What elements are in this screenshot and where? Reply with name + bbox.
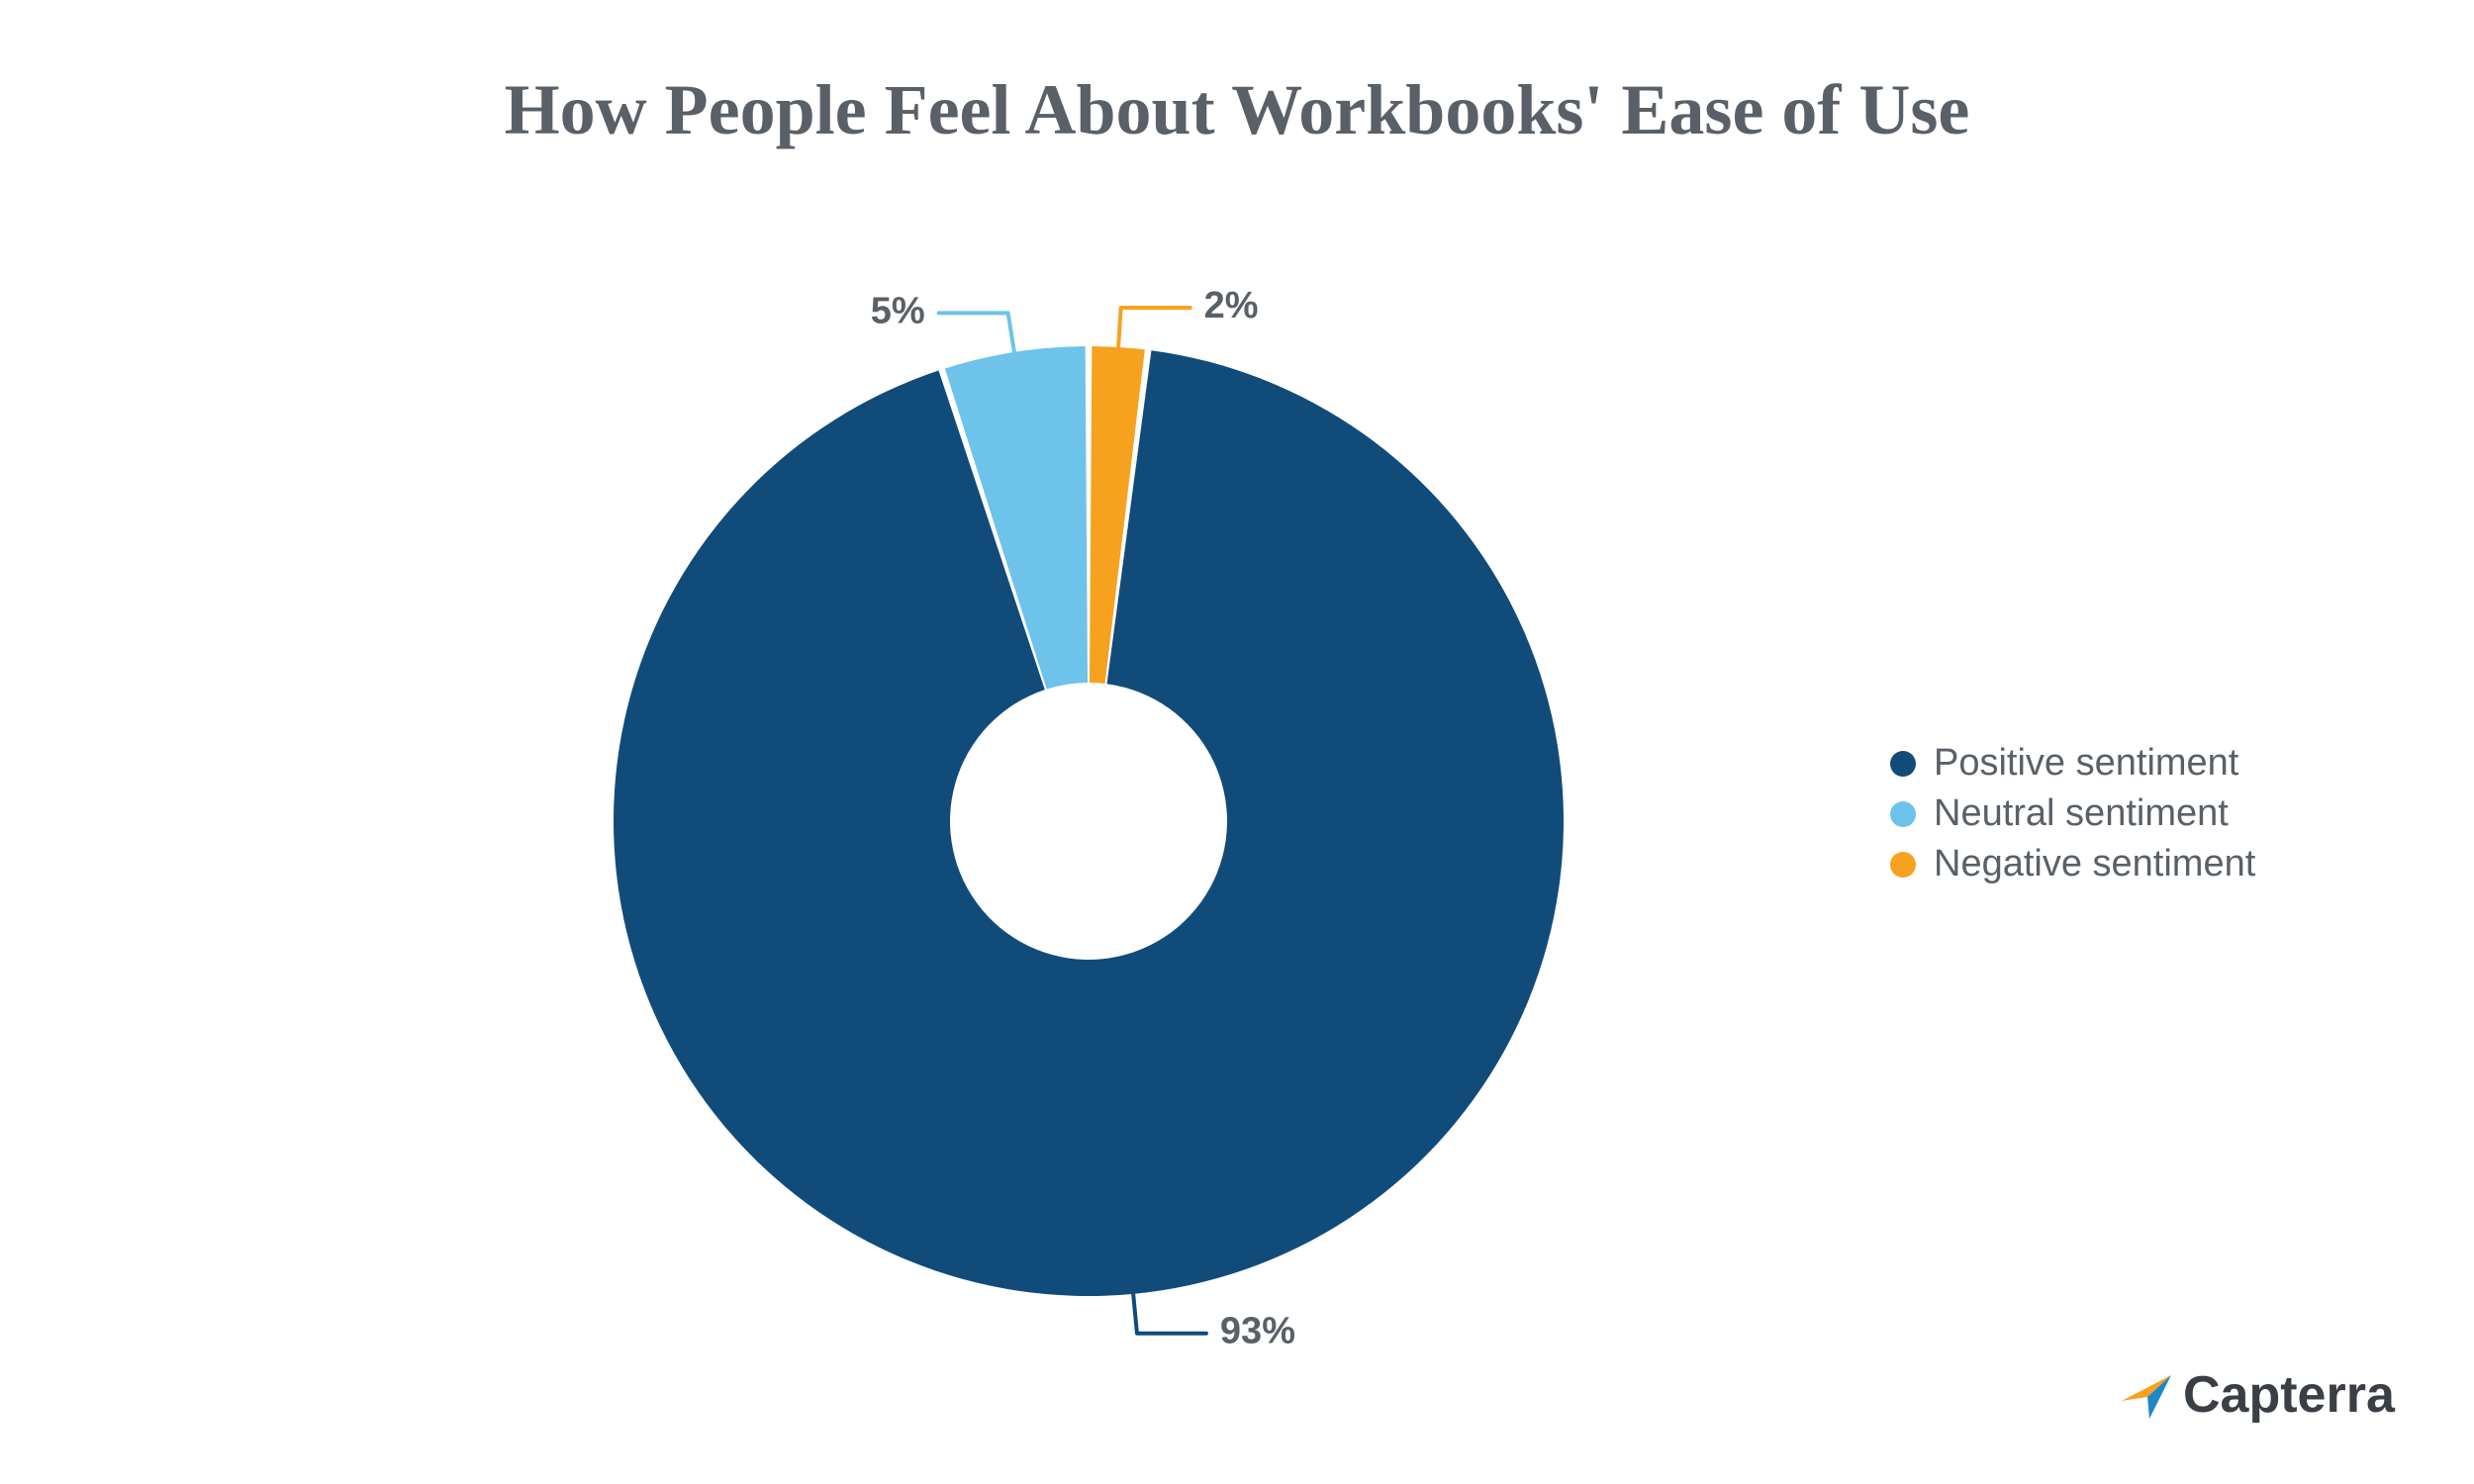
slice-positive <box>614 350 1564 1296</box>
legend-item: Neutral sentiment <box>1890 792 2255 835</box>
legend-item: Negative sentiment <box>1890 843 2255 885</box>
slice-label-neutral: 5% <box>871 290 925 331</box>
legend-swatch <box>1890 801 1916 827</box>
legend-item: Positive sentiment <box>1890 742 2255 785</box>
legend-label: Positive sentiment <box>1934 742 2238 785</box>
slice-label-positive: 93% <box>1220 1311 1295 1352</box>
leader-negative <box>1118 308 1190 347</box>
legend: Positive sentiment Neutral sentiment Negat… <box>1890 742 2255 893</box>
capterra-wordmark: Capterra <box>2183 1365 2395 1425</box>
legend-swatch <box>1890 852 1916 878</box>
legend-label: Negative sentiment <box>1934 843 2255 885</box>
donut-chart: 2% 93% 5% <box>396 129 1781 1484</box>
legend-label: Neutral sentiment <box>1934 792 2229 835</box>
slice-label-negative: 2% <box>1204 285 1259 326</box>
capterra-logo: Capterra <box>2118 1365 2395 1425</box>
donut-svg: 2% 93% 5% <box>396 129 1781 1484</box>
capterra-arrow-icon <box>2118 1367 2173 1423</box>
leader-positive <box>1133 1294 1206 1334</box>
legend-swatch <box>1890 751 1916 777</box>
leader-neutral <box>939 313 1014 352</box>
